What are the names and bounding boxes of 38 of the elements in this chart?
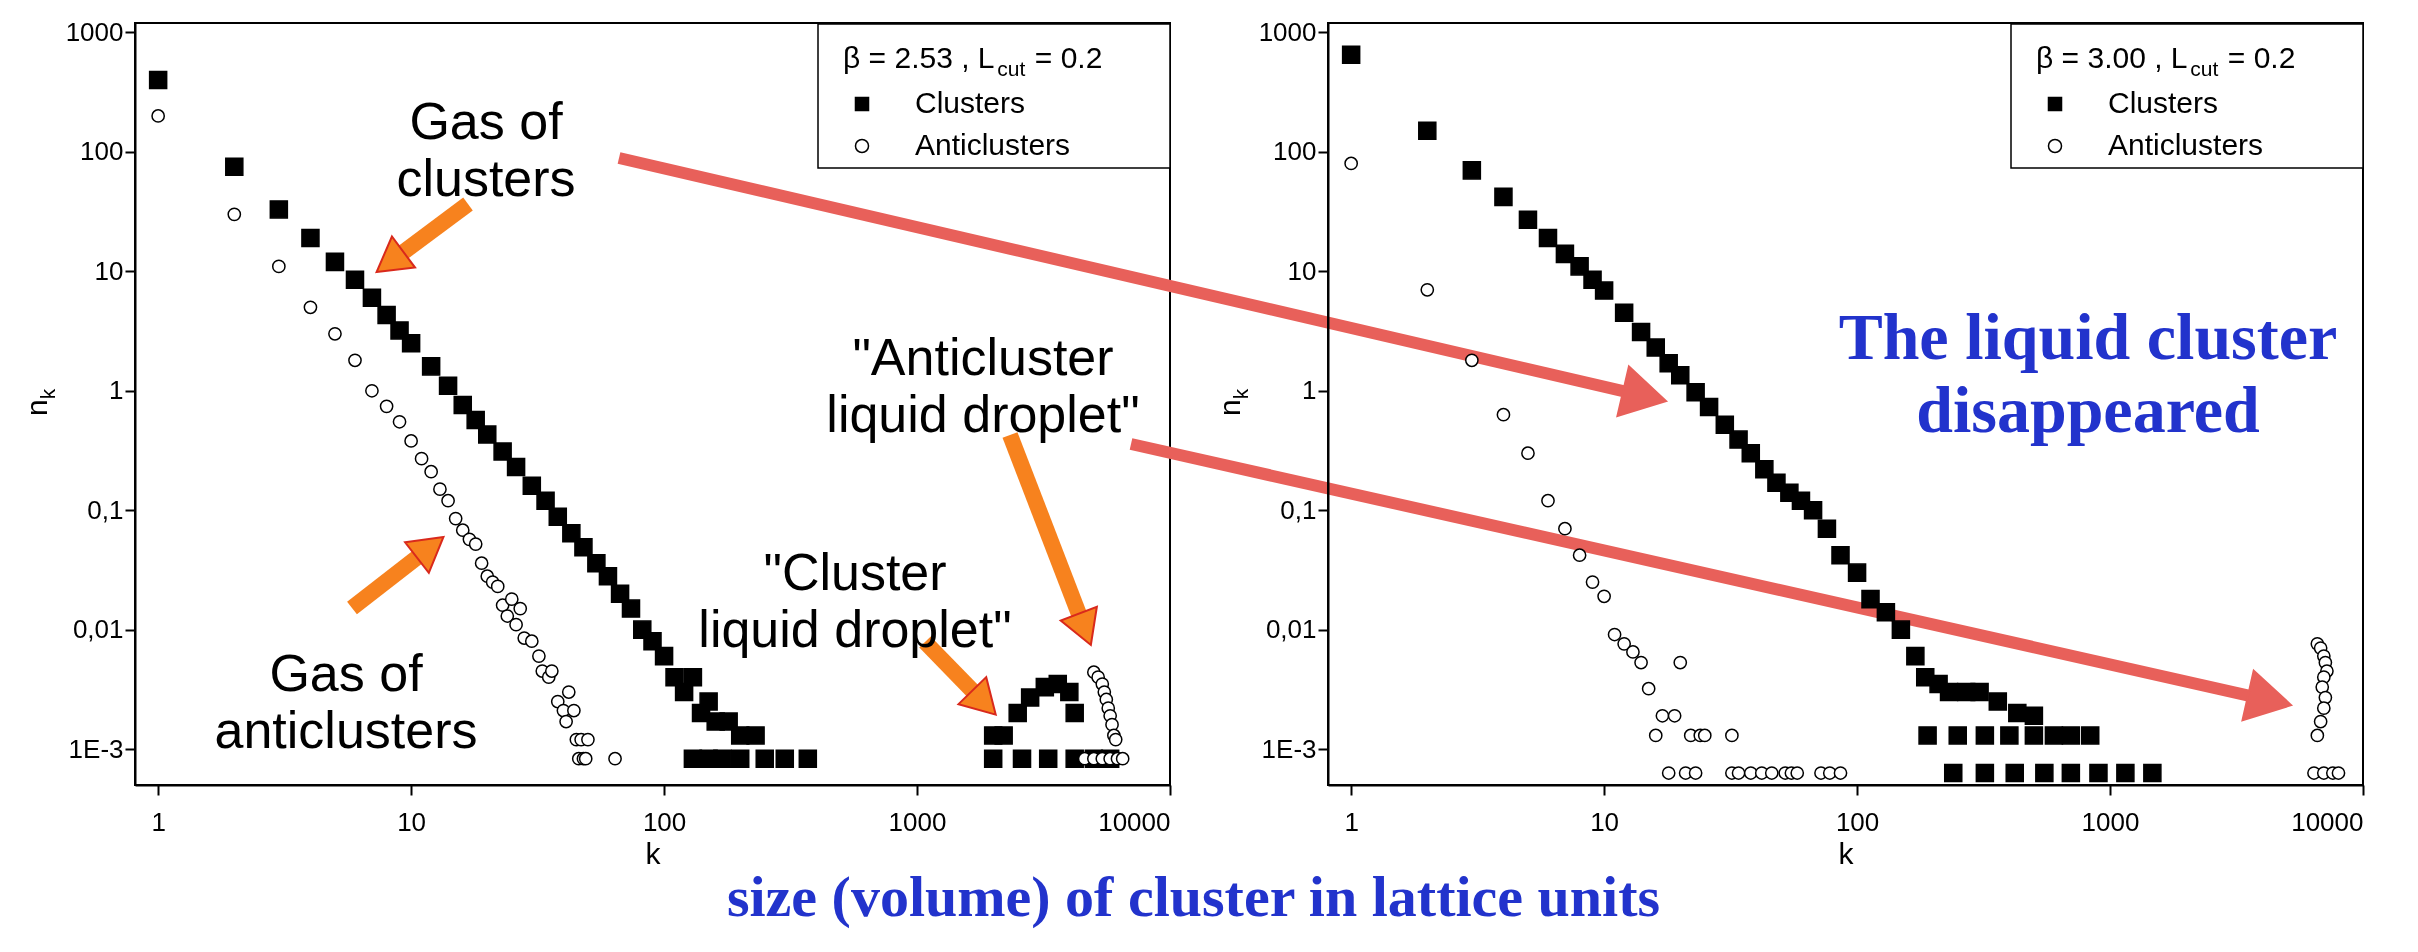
y-tick-label: 10 bbox=[1287, 255, 1317, 286]
x-tick-label: 10000 bbox=[2291, 806, 2364, 837]
y-tick-label: 100 bbox=[80, 136, 124, 167]
legend-label: Clusters bbox=[915, 86, 1026, 119]
x-tick-label: 1 bbox=[151, 806, 166, 837]
y-tick-label: 0,01 bbox=[72, 614, 124, 645]
x-tick-label: 100 bbox=[642, 806, 687, 837]
legend-label: Anticlusters bbox=[2108, 128, 2264, 161]
x-tick-label: 10000 bbox=[1098, 806, 1171, 837]
annotation: Gas of anticlusters bbox=[214, 644, 478, 760]
x-tick-label: 1000 bbox=[888, 806, 947, 837]
x-axis-title: k bbox=[645, 836, 662, 870]
x-tick-label: 100 bbox=[1835, 806, 1880, 837]
x-tick-label: 10 bbox=[397, 806, 427, 837]
y-tick-label: 1E-3 bbox=[68, 733, 124, 764]
y-tick-label: 1 bbox=[1302, 375, 1317, 406]
annotation: The liquid cluster disappeared bbox=[1838, 300, 2338, 446]
annotation: Gas of clusters bbox=[396, 92, 576, 208]
y-tick-label: 10 bbox=[94, 255, 124, 286]
y-tick-label: 1000 bbox=[1258, 16, 1317, 47]
y-axis-title: nk bbox=[20, 388, 59, 416]
y-tick-label: 1 bbox=[109, 375, 124, 406]
legend-label: Clusters bbox=[2108, 86, 2219, 119]
x-tick-label: 10 bbox=[1590, 806, 1620, 837]
annotation: "Cluster liquid droplet" bbox=[698, 543, 1012, 659]
y-tick-label: 1E-3 bbox=[1261, 733, 1317, 764]
y-tick-label: 0,01 bbox=[1265, 614, 1317, 645]
x-tick-label: 1000 bbox=[2081, 806, 2140, 837]
annotation: "Anticluster liquid droplet" bbox=[826, 328, 1140, 444]
y-tick-label: 100 bbox=[1273, 136, 1317, 167]
legend-label: Anticlusters bbox=[915, 128, 1071, 161]
y-tick-label: 1000 bbox=[65, 16, 124, 47]
y-tick-label: 0,1 bbox=[1280, 494, 1317, 525]
x-tick-label: 1 bbox=[1344, 806, 1359, 837]
text: size (volume) of cluster in lattice units bbox=[726, 864, 1661, 929]
y-tick-label: 0,1 bbox=[87, 494, 124, 525]
x-axis-title: k bbox=[1838, 836, 1855, 870]
y-axis-title: nk bbox=[1213, 388, 1252, 416]
